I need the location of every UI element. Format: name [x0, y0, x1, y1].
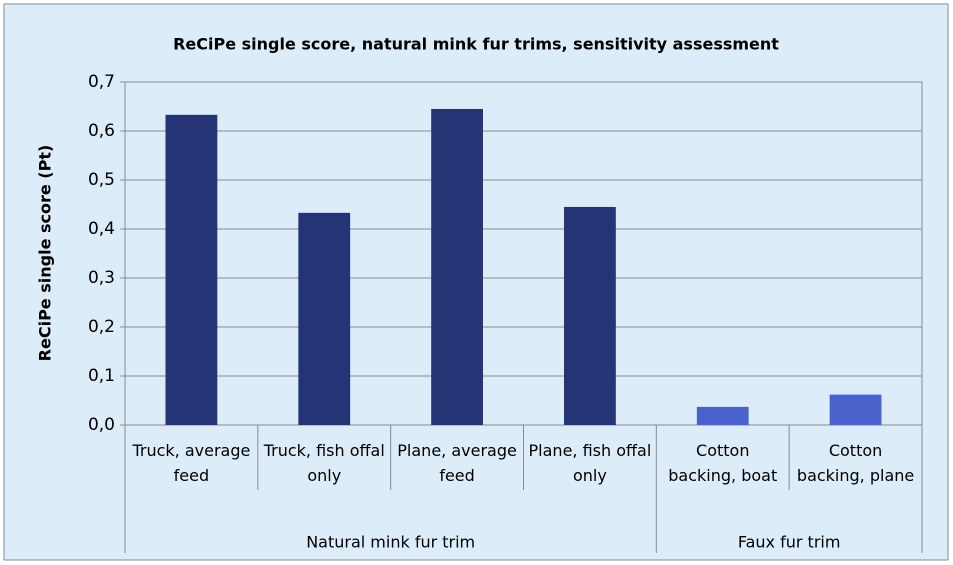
plot-area [124, 81, 923, 426]
group-label: Faux fur trim [738, 533, 841, 552]
x-tick-label: Truck, average feed [132, 441, 251, 485]
bar [564, 206, 616, 425]
bar [829, 394, 882, 425]
x-tick-label: Cotton backing, plane [796, 441, 915, 485]
x-tick-label-box: Truck, average feed [132, 441, 251, 485]
y-tick-label: 0,4 [88, 219, 115, 239]
y-tick-label: 0,3 [88, 268, 115, 288]
bar [696, 406, 749, 425]
x-tick-label: Cotton backing, boat [668, 441, 778, 485]
x-tick-label: Plane, average feed [397, 441, 517, 485]
group-label: Natural mink fur trim [306, 533, 475, 552]
bar [431, 108, 483, 425]
x-tick-label: Truck, fish offal only [263, 441, 385, 485]
x-tick-label-box: Cotton backing, boat [668, 441, 778, 485]
x-tick-label: Plane, fish offal only [528, 441, 652, 485]
y-tick-label: 0,1 [88, 366, 115, 386]
y-tick-label: 0,0 [88, 415, 115, 435]
y-axis-label: ReCiPe single score (Pt) [36, 145, 55, 362]
x-tick-label-box: Plane, fish offal only [528, 441, 652, 485]
y-tick-label: 0,2 [88, 317, 115, 337]
chart-title: ReCiPe single score, natural mink fur tr… [173, 35, 779, 54]
x-tick-label-box: Truck, fish offal only [263, 441, 385, 485]
x-tick-label-box: Plane, average feed [397, 441, 517, 485]
y-tick-label: 0,6 [88, 121, 115, 141]
y-tick-label: 0,5 [88, 170, 115, 190]
bar [165, 114, 218, 425]
bar [298, 212, 351, 425]
y-tick-label: 0,7 [88, 72, 115, 92]
x-tick-label-box: Cotton backing, plane [796, 441, 915, 485]
